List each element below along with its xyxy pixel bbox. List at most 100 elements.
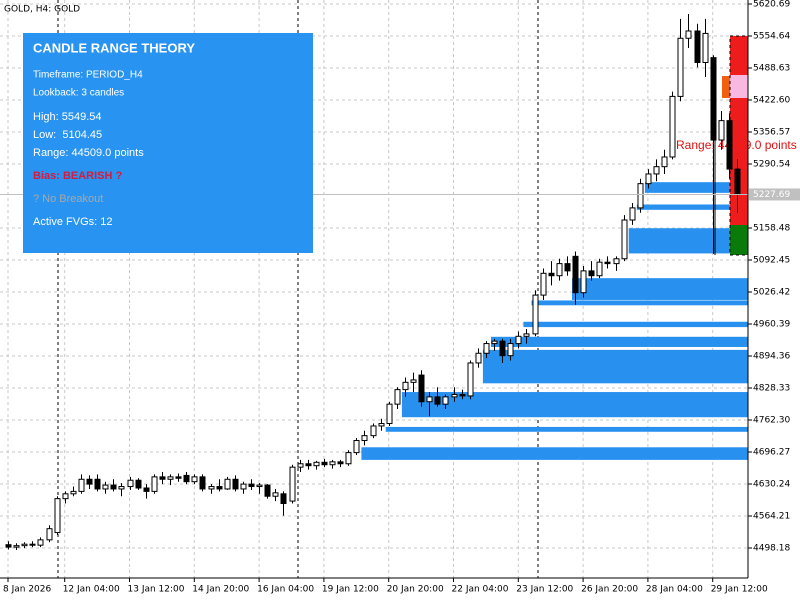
- candle-body: [167, 476, 174, 480]
- x-tick-label: 23 Jan 12:00: [516, 585, 573, 595]
- candles: [5, 14, 725, 551]
- panel-high: High: 5549.54: [33, 111, 102, 123]
- y-tick-label: 5026.42: [753, 287, 790, 297]
- candle-body: [378, 423, 385, 427]
- candle-body: [637, 183, 644, 209]
- candle-body: [434, 396, 441, 405]
- x-tick-label: 14 Jan 20:00: [192, 585, 249, 595]
- current-price-label: 5227.69: [753, 190, 790, 200]
- candle-body: [564, 263, 571, 272]
- x-tick-label: 13 Jan 12:00: [128, 585, 185, 595]
- range-box: [730, 75, 748, 98]
- candle-body: [580, 270, 587, 294]
- candle-body: [289, 466, 296, 502]
- candle-body: [426, 396, 433, 403]
- candle-body: [62, 493, 69, 500]
- candle-body: [645, 173, 652, 185]
- candle-body: [442, 396, 449, 405]
- y-tick-label: 4498.18: [753, 544, 790, 554]
- chart-title: GOLD, H4: GOLD: [4, 5, 80, 15]
- panel-low: Low: 5104.45: [33, 129, 102, 141]
- range-box: [730, 194, 748, 225]
- candle-body: [418, 374, 425, 403]
- range-box: [722, 76, 730, 98]
- candle-body: [491, 340, 498, 345]
- candle-body: [175, 476, 182, 479]
- fvg-zone: [491, 336, 748, 347]
- candle-body: [94, 478, 101, 490]
- candle-body: [523, 333, 530, 337]
- candle-body: [718, 120, 725, 141]
- candle-body: [232, 478, 239, 490]
- candle-body: [329, 461, 336, 466]
- candle-body: [70, 490, 77, 495]
- y-tick-label: 4564.21: [753, 512, 790, 522]
- candle-body: [548, 272, 555, 277]
- candle-body: [694, 30, 701, 63]
- candle-body: [216, 486, 223, 490]
- panel-range: Range: 44509.0 points: [33, 147, 144, 159]
- candle-body: [515, 335, 522, 345]
- fvg-zone: [572, 278, 748, 300]
- y-tick-label: 4696.27: [753, 448, 790, 458]
- candle-body: [110, 484, 117, 490]
- y-tick-label: 4630.24: [753, 480, 790, 490]
- candle-body: [588, 270, 595, 277]
- candle-body: [248, 483, 255, 488]
- candle-body: [159, 476, 166, 480]
- panel-bias: Bias: BEARISH ?: [33, 170, 123, 182]
- fvg-zone: [636, 204, 748, 210]
- candle-body: [702, 32, 709, 63]
- y-tick-label: 4960.39: [753, 320, 790, 330]
- fvg-zone: [361, 447, 748, 460]
- x-tick-label: 8 Jan 2026: [3, 585, 51, 595]
- candle-body: [572, 255, 579, 294]
- candle-body: [191, 476, 198, 483]
- candle-body: [297, 463, 304, 468]
- candle-body: [361, 435, 368, 442]
- panel-title: CANDLE RANGE THEORY: [33, 40, 195, 55]
- candle-body: [337, 461, 344, 465]
- fvg-zone: [385, 426, 748, 432]
- candle-body: [604, 261, 611, 265]
- candle-body: [556, 263, 563, 277]
- candle-body: [710, 57, 717, 141]
- candle-body: [370, 425, 377, 437]
- candle-body: [661, 156, 668, 168]
- candle-body: [410, 379, 417, 383]
- candle-body: [629, 207, 636, 221]
- candle-body: [54, 498, 61, 534]
- y-tick-label: 4894.36: [753, 352, 790, 362]
- panel-breakout: ? No Breakout: [33, 193, 103, 205]
- fvg-zone: [523, 321, 748, 328]
- candle-body: [256, 484, 263, 488]
- panel-lookback: Lookback: 3 candles: [33, 88, 124, 99]
- y-tick-label: 5092.45: [753, 255, 790, 265]
- candle-body: [321, 461, 328, 466]
- panel-timeframe: Timeframe: PERIOD_H4: [33, 70, 143, 81]
- candle-body: [345, 452, 352, 465]
- candle-body: [199, 476, 206, 490]
- y-tick-label: 5158.48: [753, 223, 790, 233]
- candles-front: [726, 113, 741, 213]
- candle-body: [685, 30, 692, 39]
- candle-body: [677, 37, 684, 97]
- candle-body: [313, 461, 320, 467]
- candle-body: [5, 544, 12, 548]
- candle-body: [143, 487, 150, 492]
- panel-fvgs: Active FVGs: 12: [33, 216, 112, 228]
- fvg-zone: [531, 300, 748, 306]
- candle-body: [726, 120, 733, 170]
- candle-body: [280, 493, 287, 505]
- y-tick-label: 5290.54: [753, 159, 790, 169]
- candle-body: [653, 166, 660, 175]
- candle-body: [29, 543, 36, 546]
- candle-body: [127, 479, 134, 488]
- candle-body: [151, 476, 158, 492]
- candle-body: [621, 219, 628, 260]
- candle-body: [475, 352, 482, 364]
- candle-body: [305, 463, 312, 467]
- candle-body: [532, 294, 539, 335]
